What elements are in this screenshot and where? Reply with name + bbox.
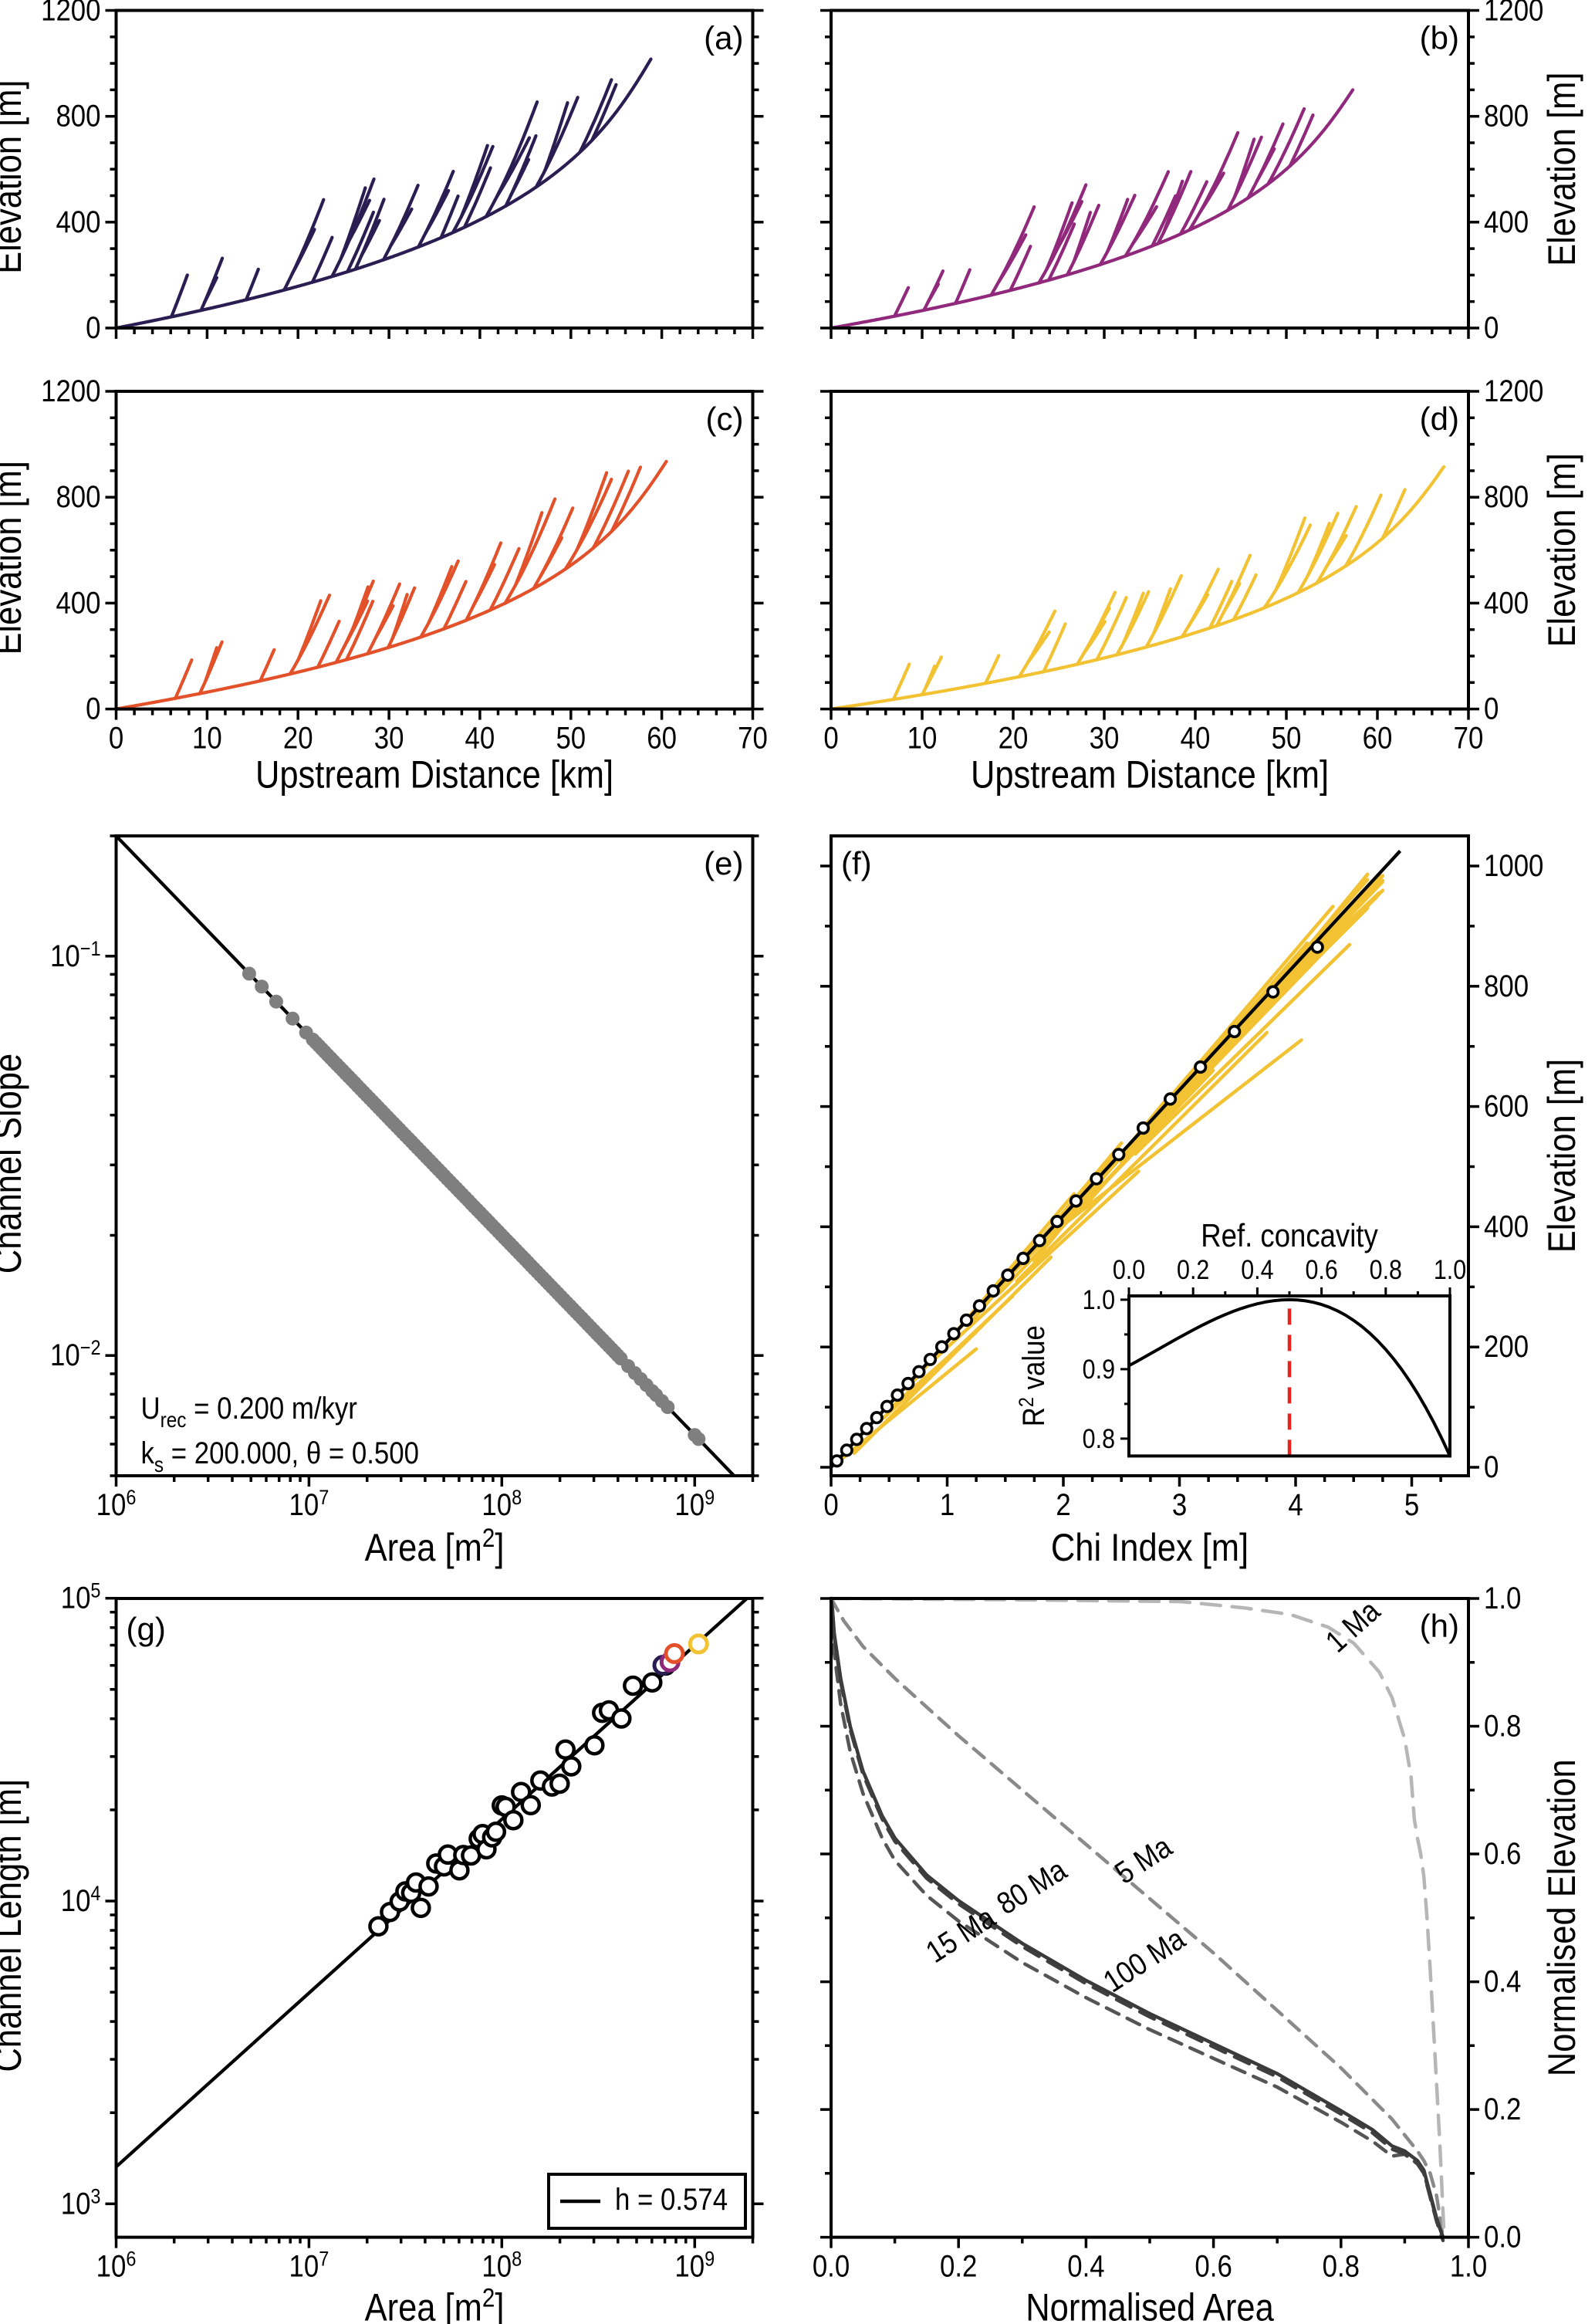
svg-text:Channel Slope: Channel Slope <box>0 1054 29 1274</box>
svg-text:1: 1 <box>940 1487 955 1522</box>
svg-text:600: 600 <box>1484 1088 1529 1123</box>
svg-text:40: 40 <box>465 720 495 755</box>
svg-text:Ref. concavity: Ref. concavity <box>1201 1218 1378 1254</box>
svg-text:20: 20 <box>283 720 313 755</box>
svg-text:0: 0 <box>109 720 123 755</box>
svg-text:Elevation [m]: Elevation [m] <box>0 79 29 273</box>
svg-text:10: 10 <box>907 720 938 755</box>
svg-text:Area [m2]: Area [m2] <box>365 1523 505 1569</box>
svg-text:(c): (c) <box>706 401 744 437</box>
svg-text:0: 0 <box>1484 691 1499 726</box>
svg-text:800: 800 <box>1484 98 1529 133</box>
svg-text:0: 0 <box>823 1487 838 1522</box>
svg-text:1.0: 1.0 <box>1484 1581 1521 1615</box>
svg-text:0.2: 0.2 <box>1484 2092 1521 2126</box>
svg-text:10: 10 <box>192 720 222 755</box>
svg-text:Elevation [m]: Elevation [m] <box>0 461 29 655</box>
svg-text:4: 4 <box>1288 1487 1303 1522</box>
svg-text:30: 30 <box>374 720 404 755</box>
svg-text:(g): (g) <box>127 1611 166 1647</box>
svg-text:Normalised Elevation: Normalised Elevation <box>1540 1759 1583 2076</box>
svg-text:40: 40 <box>1181 720 1211 755</box>
svg-text:(b): (b) <box>1420 20 1459 56</box>
svg-text:0.2: 0.2 <box>1177 1254 1209 1284</box>
svg-text:400: 400 <box>56 585 100 620</box>
svg-text:70: 70 <box>738 720 768 755</box>
svg-text:1200: 1200 <box>41 0 100 27</box>
svg-text:60: 60 <box>647 720 677 755</box>
svg-text:0.2: 0.2 <box>940 2248 977 2283</box>
svg-text:800: 800 <box>56 98 100 133</box>
svg-text:3: 3 <box>1172 1487 1187 1522</box>
svg-text:0: 0 <box>823 720 838 755</box>
svg-text:10−2: 10−2 <box>50 1337 100 1372</box>
svg-text:0.8: 0.8 <box>1370 1254 1402 1284</box>
svg-text:(d): (d) <box>1420 401 1459 437</box>
svg-text:400: 400 <box>1484 1209 1529 1243</box>
svg-text:(f): (f) <box>841 845 872 881</box>
svg-text:107: 107 <box>289 1487 329 1522</box>
svg-text:0.0: 0.0 <box>1113 1254 1145 1284</box>
svg-text:20: 20 <box>999 720 1029 755</box>
svg-text:2: 2 <box>1056 1487 1070 1522</box>
svg-text:Upstream Distance [km]: Upstream Distance [km] <box>971 753 1329 796</box>
svg-text:0.8: 0.8 <box>1323 2248 1360 2283</box>
svg-text:Area [m2]: Area [m2] <box>365 2283 505 2324</box>
svg-text:1.0: 1.0 <box>1450 2248 1487 2283</box>
svg-text:Elevation [m]: Elevation [m] <box>1540 1059 1583 1253</box>
svg-text:50: 50 <box>556 720 586 755</box>
svg-text:400: 400 <box>1484 205 1529 239</box>
svg-text:1.0: 1.0 <box>1434 1254 1466 1284</box>
svg-text:1200: 1200 <box>1484 374 1543 408</box>
svg-text:0.4: 0.4 <box>1241 1254 1273 1284</box>
svg-text:400: 400 <box>56 205 100 239</box>
svg-text:70: 70 <box>1454 720 1484 755</box>
svg-text:30: 30 <box>1090 720 1120 755</box>
svg-text:h = 0.574: h = 0.574 <box>615 2182 728 2217</box>
svg-text:0.4: 0.4 <box>1067 2248 1104 2283</box>
svg-text:0.8: 0.8 <box>1484 1708 1521 1743</box>
svg-text:800: 800 <box>56 479 100 514</box>
svg-text:0.9: 0.9 <box>1083 1354 1115 1384</box>
svg-text:R2 value: R2 value <box>1015 1325 1051 1426</box>
svg-text:1000: 1000 <box>1484 848 1543 883</box>
svg-text:0.0: 0.0 <box>813 2248 850 2283</box>
svg-text:ks = 200.000, θ = 0.500: ks = 200.000, θ = 0.500 <box>141 1436 419 1477</box>
svg-text:800: 800 <box>1484 479 1529 514</box>
svg-text:Upstream Distance [km]: Upstream Distance [km] <box>255 753 613 796</box>
svg-text:800: 800 <box>1484 969 1529 1003</box>
svg-text:0.0: 0.0 <box>1484 2219 1521 2254</box>
svg-text:0.6: 0.6 <box>1484 1836 1521 1871</box>
svg-text:0.6: 0.6 <box>1305 1254 1337 1284</box>
svg-text:Elevation [m]: Elevation [m] <box>1540 453 1583 647</box>
svg-text:Chi Index [m]: Chi Index [m] <box>1051 1526 1249 1568</box>
svg-text:50: 50 <box>1272 720 1302 755</box>
svg-text:Elevation [m]: Elevation [m] <box>1540 72 1583 266</box>
svg-text:1200: 1200 <box>41 374 100 408</box>
svg-text:5: 5 <box>1404 1487 1419 1522</box>
svg-text:Normalised Area: Normalised Area <box>1026 2286 1274 2324</box>
svg-text:0: 0 <box>86 310 100 345</box>
svg-text:107: 107 <box>289 2248 329 2283</box>
svg-text:(e): (e) <box>704 845 743 881</box>
svg-text:0.8: 0.8 <box>1083 1423 1115 1453</box>
svg-text:(h): (h) <box>1420 1608 1459 1644</box>
svg-text:0: 0 <box>86 691 100 726</box>
svg-text:0.6: 0.6 <box>1195 2248 1232 2283</box>
svg-text:Channel Length [m]: Channel Length [m] <box>0 1779 29 2072</box>
svg-text:0: 0 <box>1484 1450 1499 1484</box>
svg-text:0.4: 0.4 <box>1484 1964 1521 1998</box>
svg-text:1200: 1200 <box>1484 0 1543 27</box>
svg-text:0: 0 <box>1484 310 1499 345</box>
svg-text:(a): (a) <box>704 20 743 56</box>
svg-text:1.0: 1.0 <box>1083 1284 1115 1314</box>
svg-text:400: 400 <box>1484 585 1529 620</box>
svg-text:60: 60 <box>1363 720 1393 755</box>
svg-text:200: 200 <box>1484 1329 1529 1364</box>
